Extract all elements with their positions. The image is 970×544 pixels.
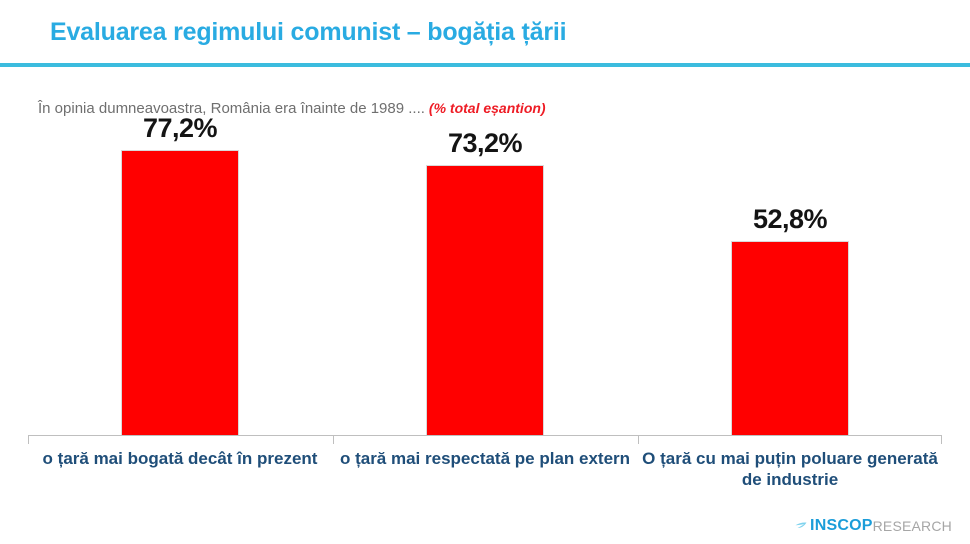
title-divider — [0, 63, 970, 67]
chart-subtitle-text: În opinia dumneavoastra, România era îna… — [38, 100, 425, 117]
category-labels: o țară mai bogată decât în prezent o țar… — [28, 448, 942, 508]
bar-value-label: 52,8% — [752, 204, 828, 234]
axis-tick — [333, 436, 334, 444]
bar-value-label: 77,2% — [142, 113, 218, 143]
bar-chart: 77,2% 73,2% 52,8% — [0, 113, 970, 440]
category-label: o țară mai bogată decât în prezent — [42, 449, 318, 468]
page-title: Evaluarea regimului comunist – bogăția ț… — [50, 18, 567, 46]
axis-tick — [638, 436, 639, 444]
axis-tick — [28, 436, 29, 444]
slide-header: Evaluarea regimului comunist – bogăția ț… — [0, 0, 970, 68]
bar-group: 73,2% — [333, 128, 637, 436]
category-label: o țară mai respectată pe plan extern — [339, 449, 631, 468]
bar-value-label: 73,2% — [447, 128, 523, 158]
category-label: O țară cu mai puțin poluare generată de … — [642, 449, 938, 490]
plot-region: 77,2% 73,2% 52,8% — [28, 113, 942, 436]
leaf-swoosh-icon — [795, 521, 807, 528]
chart-subtitle: În opinia dumneavoastra, România era îna… — [38, 100, 546, 117]
logo-secondary-text: RESEARCH — [872, 518, 952, 534]
logo-primary-text: INSCOP — [810, 517, 873, 534]
bar-group: 52,8% — [638, 140, 942, 436]
bar-rect[interactable] — [121, 150, 239, 436]
axis-tick — [941, 436, 942, 444]
x-axis-line — [28, 435, 942, 436]
bar-rect[interactable] — [426, 165, 544, 436]
brand-logo: INSCOP RESEARCH — [795, 516, 952, 536]
bar-group: 77,2% — [28, 113, 332, 436]
chart-subtitle-note: (% total eșantion) — [428, 100, 546, 116]
bar-rect[interactable] — [731, 241, 849, 436]
